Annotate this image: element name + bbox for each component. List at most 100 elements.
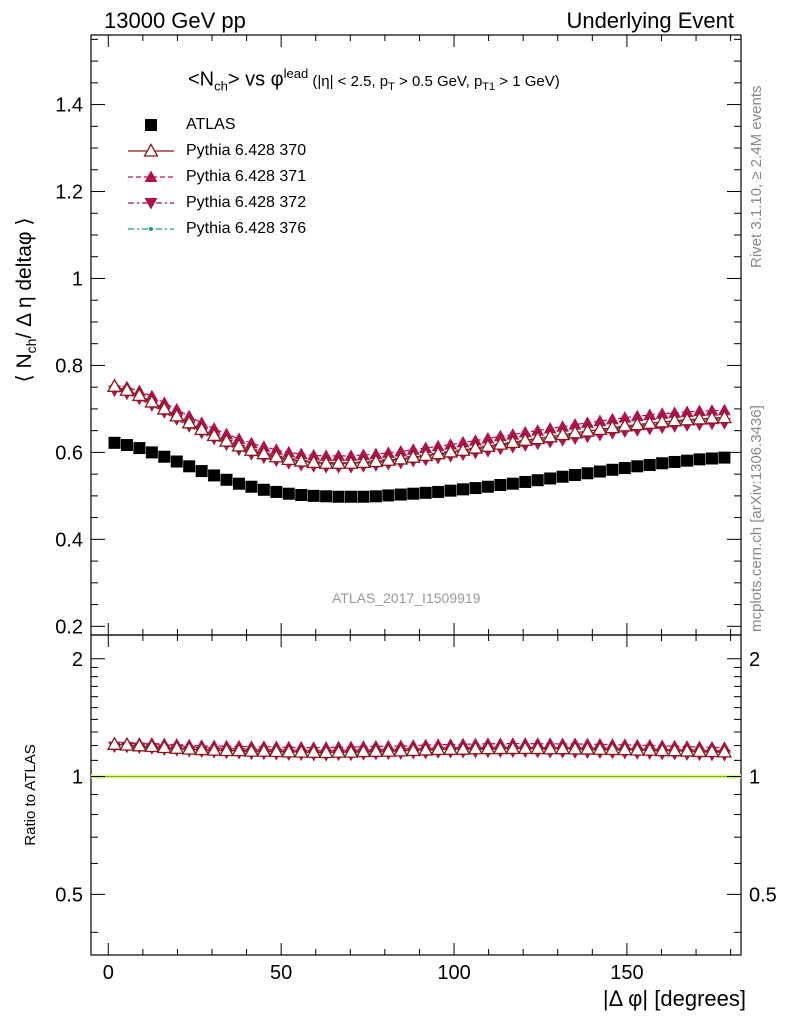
- data-point: [691, 411, 708, 425]
- data-point: [133, 442, 146, 455]
- data-point: [592, 421, 608, 435]
- ylabel-sub: ch: [23, 338, 40, 354]
- title-cond-sub2: T1: [482, 80, 496, 93]
- ratio-point: [119, 737, 135, 751]
- data-point: [556, 470, 569, 483]
- data-point: [332, 449, 346, 461]
- data-point: [393, 451, 409, 465]
- ratio-point: [455, 741, 471, 755]
- data-point: [320, 490, 333, 503]
- legend-swatch: [128, 170, 174, 182]
- ratio-point: [442, 741, 459, 755]
- data-point: [630, 409, 644, 422]
- data-point: [394, 445, 408, 457]
- x-tick-label: 0: [103, 962, 114, 984]
- series-1: [106, 378, 733, 759]
- data-point: [220, 473, 233, 486]
- data-point: [580, 416, 594, 428]
- ratio-point: [368, 743, 384, 757]
- ratio-point: [393, 743, 409, 757]
- data-point: [581, 467, 594, 480]
- ratio-point: [430, 741, 446, 756]
- data-point: [231, 438, 247, 452]
- data-point: [318, 455, 334, 469]
- series-3: [108, 385, 731, 762]
- data-point: [467, 440, 484, 454]
- legend-swatch: [128, 198, 174, 210]
- data-point: [655, 407, 669, 419]
- ratio-point: [156, 739, 172, 754]
- data-point: [494, 479, 507, 491]
- legend-marker: [144, 198, 158, 210]
- data-point: [418, 447, 434, 462]
- title-cond2: > 0.5 GeV, p: [394, 72, 483, 90]
- data-point: [131, 387, 148, 402]
- data-point: [432, 485, 445, 498]
- data-point: [119, 382, 135, 396]
- ratio-point: [530, 740, 546, 755]
- data-point: [542, 428, 558, 443]
- data-point: [569, 469, 582, 481]
- data-point: [356, 448, 370, 460]
- watermark: ATLAS_2017_I1509919: [332, 590, 481, 606]
- title-main: <N: [188, 68, 215, 91]
- header-right: Underlying Event: [566, 8, 734, 33]
- data-point: [716, 409, 733, 424]
- ratio-point: [554, 740, 571, 755]
- ratio-point: [505, 740, 521, 755]
- data-point: [419, 486, 432, 499]
- ratio-y-tick-label: 2: [72, 649, 83, 671]
- data-point: [668, 406, 682, 418]
- data-point: [431, 439, 445, 452]
- ratio-point: [604, 741, 620, 756]
- legend-entry: Pythia 6.428 371: [126, 164, 306, 190]
- legend: ATLAS Pythia 6.428 370 Pythia 6.428 371 Pyt…: [126, 112, 306, 242]
- data-point: [519, 475, 532, 488]
- data-point: [444, 484, 457, 497]
- ratio-point: [617, 741, 633, 756]
- legend-entry: Pythia 6.428 372: [126, 190, 306, 216]
- data-point: [195, 465, 208, 478]
- data-point: [618, 411, 632, 423]
- data-point: [717, 403, 731, 416]
- data-point: [667, 412, 683, 427]
- legend-label: Pythia 6.428 370: [186, 142, 307, 159]
- mcplots-label: mcplots.cern.ch [arXiv:1306.3436]: [748, 405, 765, 632]
- data-point: [554, 426, 571, 441]
- ratio-point: [542, 740, 558, 755]
- data-point: [419, 441, 433, 454]
- ratio-point: [579, 741, 596, 755]
- y-tick-label: 0.6: [55, 442, 83, 464]
- title-cond3: > 1 GeV): [495, 72, 560, 90]
- title-cond: (|η| < 2.5, p: [308, 72, 389, 90]
- data-point: [368, 453, 384, 468]
- data-point: [544, 472, 557, 485]
- ratio-point: [679, 743, 695, 757]
- data-point: [444, 438, 458, 450]
- data-point: [642, 415, 658, 429]
- data-point: [268, 448, 284, 463]
- legend-label: Pythia 6.428 372: [186, 194, 307, 211]
- ratio-point: [256, 743, 272, 757]
- data-point: [343, 455, 359, 469]
- data-point: [108, 436, 121, 449]
- data-point: [407, 487, 420, 500]
- data-point: [556, 420, 570, 432]
- data-point: [579, 423, 596, 437]
- ratio-point: [218, 742, 235, 757]
- data-point: [455, 442, 471, 456]
- ratio-point: [181, 741, 197, 755]
- data-point: [705, 452, 718, 465]
- y-tick-label: 1: [72, 268, 83, 290]
- data-point: [481, 431, 495, 444]
- data-point: [530, 430, 546, 445]
- data-point: [631, 460, 644, 473]
- ratio-point: [194, 741, 210, 756]
- data-point: [605, 412, 619, 425]
- data-point: [506, 477, 519, 490]
- data-point: [593, 465, 606, 478]
- ratio-point: [281, 744, 297, 758]
- data-point: [405, 449, 421, 463]
- ratio-point: [418, 742, 434, 756]
- series-0: [108, 436, 731, 503]
